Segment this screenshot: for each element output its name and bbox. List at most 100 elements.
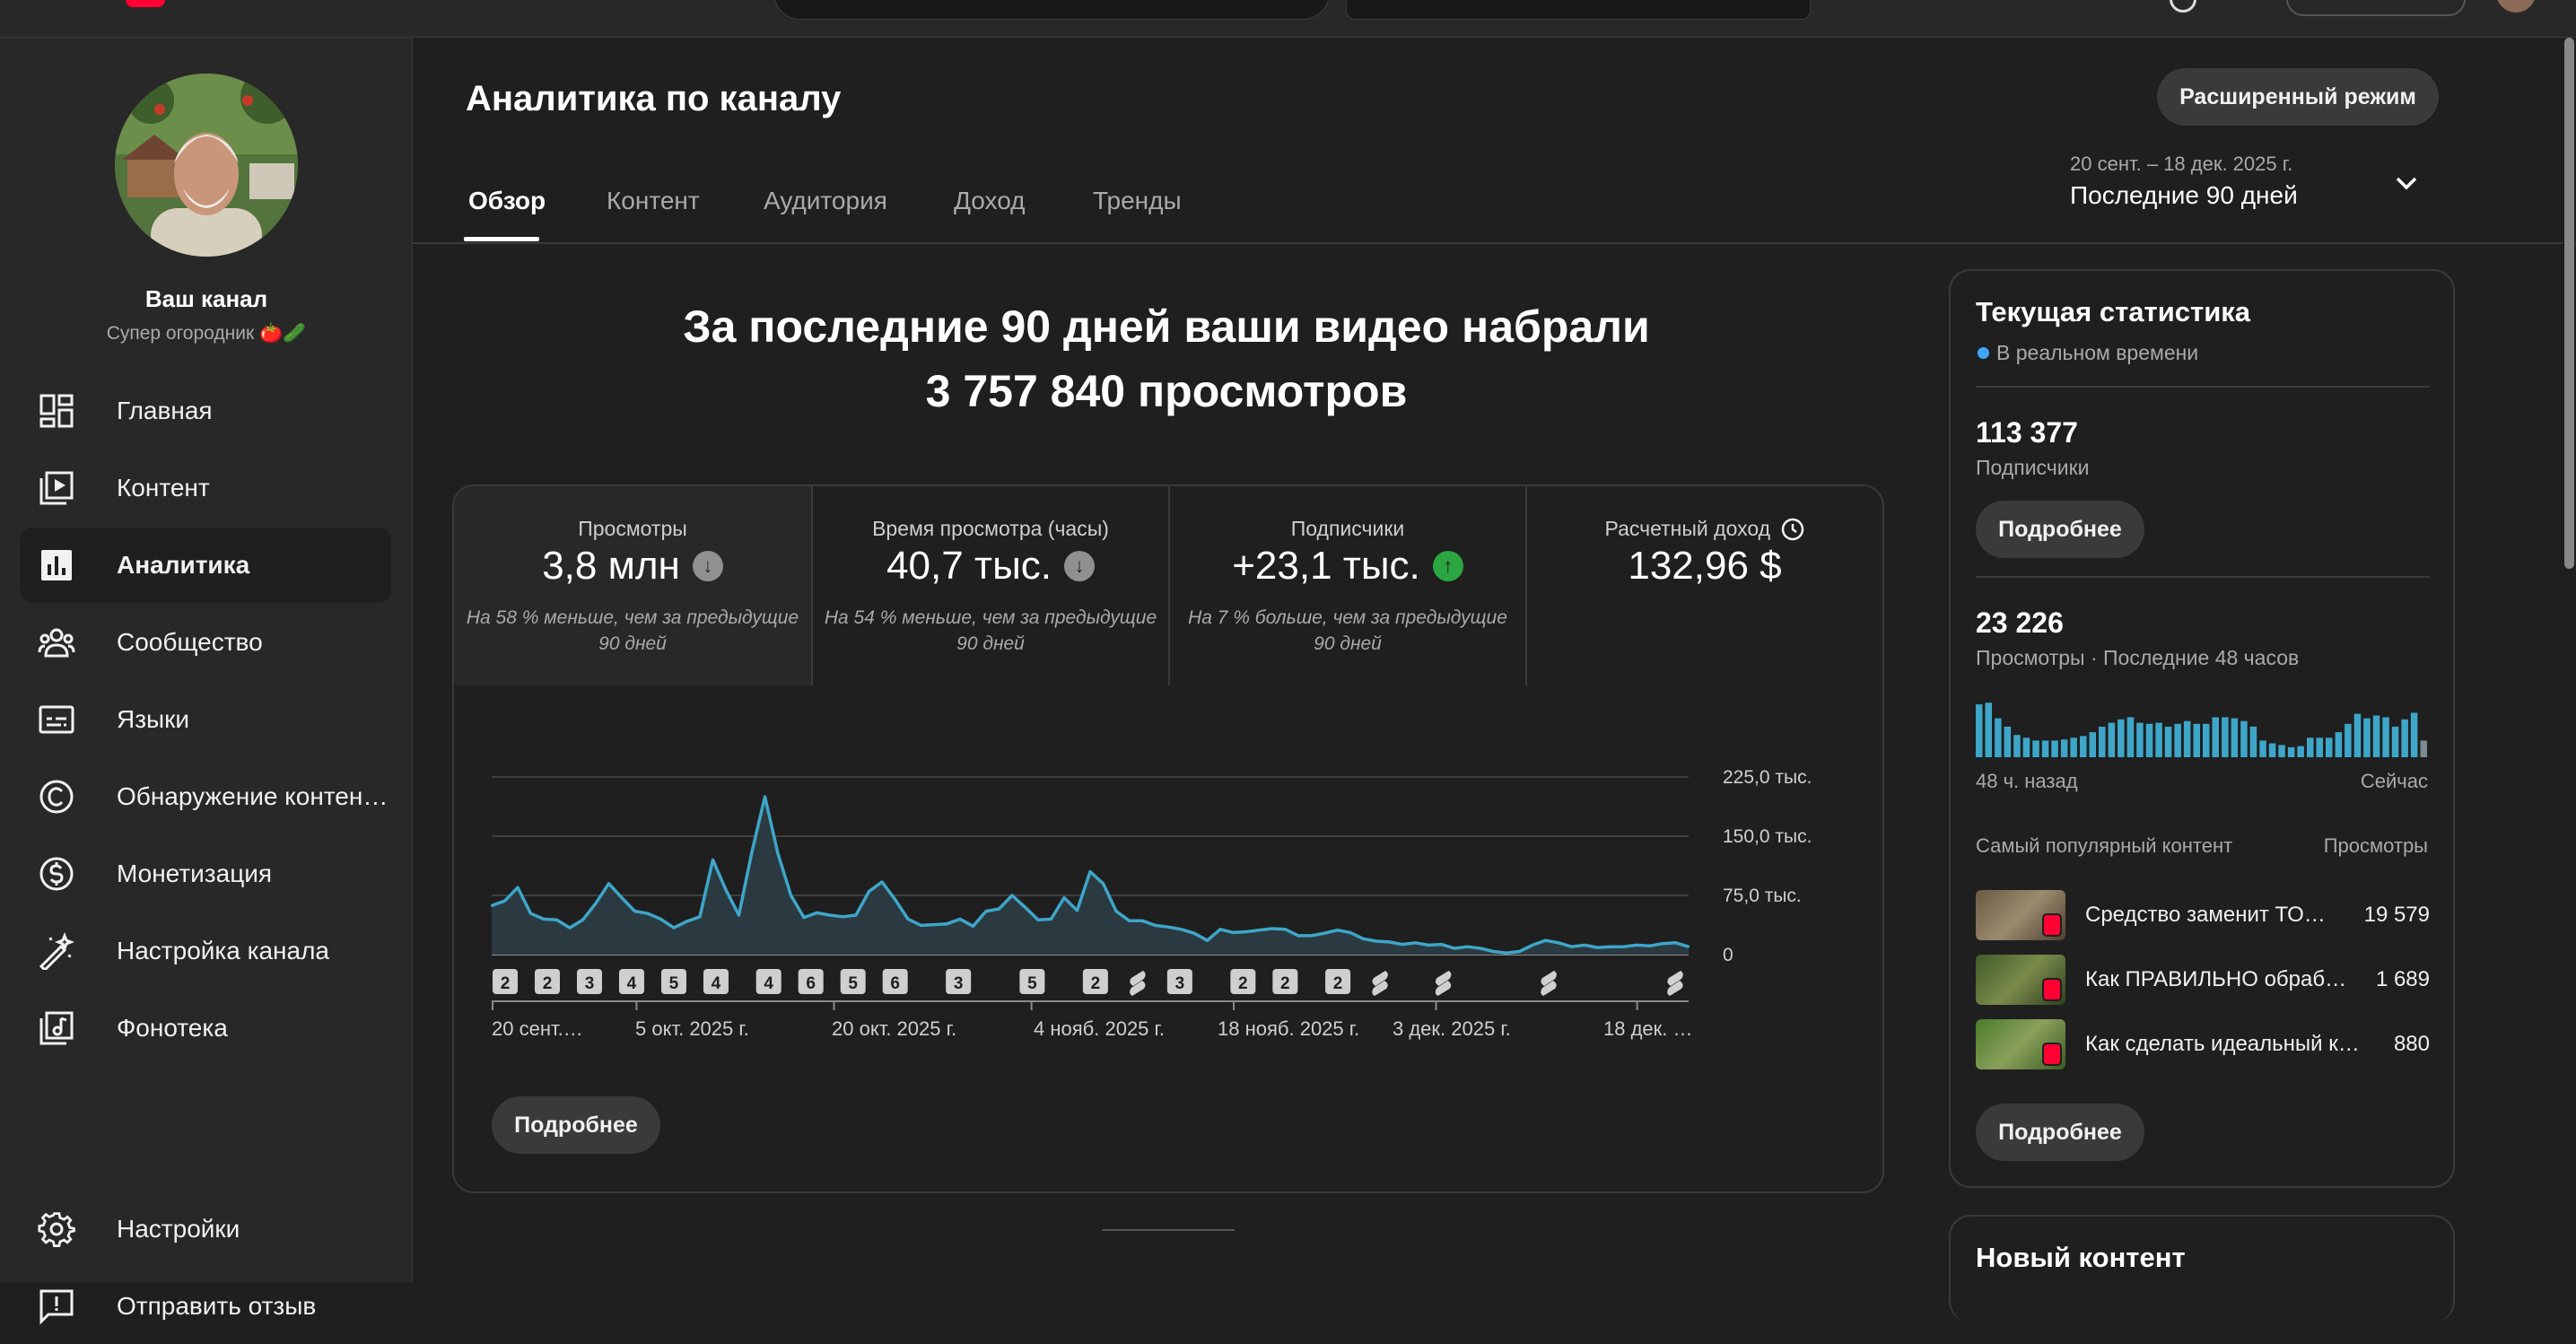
hourly-bar[interactable] [1976,704,1983,757]
hourly-bar[interactable] [2070,737,2077,757]
help-icon[interactable] [2170,0,2196,13]
upload-marker[interactable] [1230,969,1256,994]
metric-tab-subscribers[interactable]: Подписчики +23,1 тыс. ↑ На 7 % больше, че… [1168,486,1525,685]
hourly-bar[interactable] [2099,726,2106,757]
hourly-bar[interactable] [2108,722,2116,757]
hourly-bar[interactable] [2401,719,2408,757]
hourly-bar[interactable] [1995,718,2002,757]
advanced-mode-button[interactable]: Расширенный режим [2157,68,2439,126]
hourly-bar[interactable] [2372,715,2380,758]
upload-marker[interactable] [1166,969,1192,994]
popular-item[interactable]: Как сделать идеальный к… 880 [1976,1019,2430,1071]
hourly-bar[interactable] [2041,740,2049,757]
hourly-bar[interactable] [2193,723,2201,757]
sidebar-item-content[interactable]: Контент [20,450,391,526]
hourly-bar[interactable] [2278,745,2285,757]
tab-audience[interactable]: Аудитория [764,187,887,214]
hourly-bar[interactable] [2297,746,2304,757]
upload-marker[interactable] [703,969,729,994]
tab-content[interactable]: Контент [607,187,700,214]
metric-tab-watch-time[interactable]: Время просмотра (часы) 40,7 тыс. ↓ На 54 … [811,486,1168,685]
upload-marker[interactable] [755,969,782,994]
hourly-bar[interactable] [2183,720,2191,757]
hourly-bar[interactable] [2420,740,2428,757]
sidebar-item-content-detection[interactable]: Обнаружение контен… [20,759,391,834]
scrollbar-thumb[interactable] [2564,38,2574,569]
shorts-marker-icon[interactable] [1541,971,1557,996]
avatar[interactable] [2496,0,2536,13]
sidebar-item-monetization[interactable]: Монетизация [20,836,391,912]
sidebar-item-languages[interactable]: Языки [20,682,391,757]
upload-marker[interactable] [576,969,602,994]
hourly-bar[interactable] [2391,726,2399,757]
hourly-bar[interactable] [2353,713,2362,757]
metric-tab-revenue[interactable]: Расчетный доход 132,96 $ [1525,486,1882,685]
upload-marker[interactable] [882,969,908,994]
shorts-marker-icon[interactable] [1372,971,1388,996]
shorts-marker-icon[interactable] [1130,971,1146,996]
metric-tab-views[interactable]: Просмотры 3,8 млн ↓ На 58 % меньше, чем з… [454,486,811,685]
hourly-bar[interactable] [2174,723,2181,757]
upload-marker[interactable] [618,969,644,994]
shorts-marker-icon[interactable] [1667,971,1683,996]
popular-item[interactable]: Средство заменит ТО… 19 579 [1976,890,2430,942]
hourly-bar[interactable] [2268,743,2276,758]
hourly-bar[interactable] [2249,726,2257,757]
hourly-bar[interactable] [2240,720,2248,757]
upload-marker[interactable] [1082,969,1108,994]
studio-logo[interactable] [126,0,287,9]
hourly-bar[interactable] [2259,740,2266,757]
hourly-bar[interactable] [2004,726,2012,757]
hourly-bar[interactable] [2203,723,2210,757]
date-range-selector[interactable]: 20 сент. – 18 дек. 2025 г. Последние 90 … [2064,145,2441,217]
upload-marker[interactable] [840,969,866,994]
upload-marker[interactable] [493,969,518,994]
subscribers-more-button[interactable]: Подробнее [1976,501,2144,558]
hourly-bar[interactable] [2126,717,2135,757]
hourly-bar[interactable] [2145,723,2153,757]
upload-marker[interactable] [1325,969,1351,994]
hourly-bar[interactable] [2089,732,2097,757]
hourly-bar[interactable] [2345,723,2352,757]
hourly-bar[interactable] [2212,717,2220,757]
upload-marker[interactable] [660,969,686,994]
sidebar-item-dashboard[interactable]: Главная [20,373,391,449]
shorts-marker-icon[interactable] [1435,971,1452,996]
sidebar-item-audio-library[interactable]: Фонотека [20,991,391,1066]
create-button[interactable] [2286,0,2466,16]
hourly-bar[interactable] [1985,703,1993,757]
hourly-bar[interactable] [2326,737,2333,757]
sidebar-item-settings[interactable]: Настройки [20,1191,391,1267]
channel-avatar[interactable] [115,74,298,257]
sidebar-item-analytics[interactable]: Аналитика [20,528,391,603]
hourly-bar[interactable] [2287,746,2295,757]
tab-trends[interactable]: Тренды [1093,187,1182,214]
hourly-bar[interactable] [2231,718,2239,757]
hourly-bar[interactable] [2013,735,2021,757]
hourly-bar[interactable] [2382,717,2389,757]
upload-marker[interactable] [1019,969,1045,994]
sidebar-item-customization[interactable]: Настройка канала [20,913,391,989]
sidebar-item-feedback[interactable]: Отправить отзыв [20,1269,391,1344]
popular-item[interactable]: Как ПРАВИЛЬНО обраб… 1 689 [1976,955,2430,1007]
hourly-bar[interactable] [2335,732,2343,757]
hourly-bar[interactable] [2051,740,2058,757]
hourly-bar[interactable] [2164,726,2172,757]
hourly-bar[interactable] [2363,718,2371,757]
hourly-bar[interactable] [2307,737,2314,757]
upload-marker[interactable] [534,969,560,994]
hourly-bar[interactable] [2316,737,2324,757]
hourly-bar[interactable] [2060,739,2068,757]
hourly-bar[interactable] [2410,712,2418,757]
upload-marker[interactable] [1272,969,1298,994]
search-input[interactable] [773,0,1330,20]
hourly-bar[interactable] [2136,722,2144,757]
popular-more-button[interactable]: Подробнее [1976,1104,2144,1161]
search-filter-input[interactable] [1346,0,1811,20]
hourly-bar[interactable] [2022,737,2030,757]
overview-more-button[interactable]: Подробнее [492,1096,660,1154]
tab-revenue[interactable]: Доход [954,187,1026,214]
hourly-bar[interactable] [2118,719,2125,757]
hourly-bar[interactable] [2155,722,2162,757]
upload-marker[interactable] [798,969,824,994]
